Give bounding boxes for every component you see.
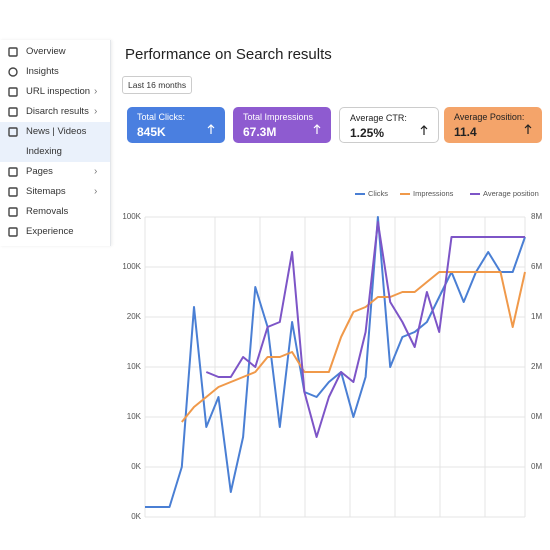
nav-item[interactable]: Sitemaps › [0,182,110,202]
arrow [524,124,532,134]
icon-shape [8,227,18,237]
chevron: › [94,86,98,97]
icon-shape [8,67,18,77]
nav-item[interactable]: Insights [0,62,110,82]
card-value: 67.3M [243,125,277,139]
nav-icon [8,167,18,177]
nav-label: Sitemaps [26,186,66,197]
nav-item[interactable]: Removals [0,202,110,222]
nav-item[interactable]: Pages › [0,162,110,182]
series-line [145,216,526,508]
card-value: 11.4 [454,125,477,139]
legend-label: Average position [483,189,539,198]
y-tick-label: 10K [127,362,142,371]
card-value: 1.25% [350,126,385,140]
nav-label: URL inspection [26,86,91,97]
icon-shape [8,87,18,97]
metric-card[interactable]: Average CTR: 1.25% [339,107,439,143]
card-label: Average Position: [454,112,525,122]
card-label: Average CTR: [350,113,407,123]
y2-tick-label: 2M [531,362,542,371]
y2-tick-label: 0M [531,462,542,471]
arrow-icon [207,124,215,134]
chart: 0K 0K 10K 10K 20K 100K 100K 0M 0M 2M 1M 6M 8M Clicks I… [122,189,542,521]
nav-label: Overview [26,46,66,57]
series-line [181,271,526,423]
y-tick-label: 10K [127,412,142,421]
nav-label: News | Videos [26,126,87,137]
arrow [207,124,215,134]
nav-icon [8,207,18,217]
nav-icon [8,187,18,197]
nav-item[interactable]: News | Videos [0,122,110,142]
legend-label: Clicks [368,189,388,198]
sidebar: Overview Insights URL inspection › Disarch r… [0,40,111,246]
icon-shape [8,127,18,137]
date-filter[interactable]: Last 16 months [122,76,193,94]
icon-shape [8,167,18,177]
chevron: › [94,166,98,177]
arrow-icon [420,125,428,135]
icon-shape [8,47,18,57]
card-label: Total Impressions [243,112,314,122]
series-line [205,221,525,438]
nav-label: Insights [26,66,59,77]
metric-card[interactable]: Total Impressions 67.3M [233,107,331,143]
nav-label: Experience [26,226,74,237]
nav-item[interactable]: Experience [0,222,110,242]
nav-label: Removals [26,206,69,217]
legend-label: Impressions [413,189,454,198]
arrow-icon [524,124,532,134]
nav-icon [8,227,18,237]
y2-tick-label: 8M [531,212,542,221]
y2-tick-label: 1M [531,312,542,321]
y2-tick-label: 0M [531,412,542,421]
metric-card[interactable]: Total Clicks: 845K [127,107,225,143]
icon-shape [8,187,18,197]
nav-label: Pages [26,166,53,177]
metric-card[interactable]: Average Position: 11.4 [444,107,542,143]
page-title: Performance on Search results [125,46,332,63]
nav-item[interactable]: Disarch results › [0,102,110,122]
nav-icon [8,47,18,57]
arrow [420,125,428,135]
nav-icon [8,107,18,117]
chevron: › [94,186,98,197]
nav-item[interactable]: URL inspection › [0,82,110,102]
nav-icon [8,127,18,137]
nav-item[interactable]: Overview [0,42,110,62]
icon-shape [8,107,18,117]
card-label: Total Clicks: [137,112,186,122]
chevron: › [94,106,98,117]
y-tick-label: 20K [127,312,142,321]
arrow [313,124,321,134]
nav-item[interactable]: Indexing [0,142,110,162]
nav-label: Indexing [26,146,62,157]
nav-icon [8,67,18,77]
y-tick-label: 100K [122,212,141,221]
card-value: 845K [137,125,166,139]
y-tick-label: 100K [122,262,141,271]
y-tick-label: 0K [131,462,141,471]
arrow-icon [313,124,321,134]
y-tick-label: 0K [131,512,141,521]
nav-icon [8,87,18,97]
icon-shape [8,207,18,217]
nav-label: Disarch results [26,106,89,117]
y2-tick-label: 6M [531,262,542,271]
